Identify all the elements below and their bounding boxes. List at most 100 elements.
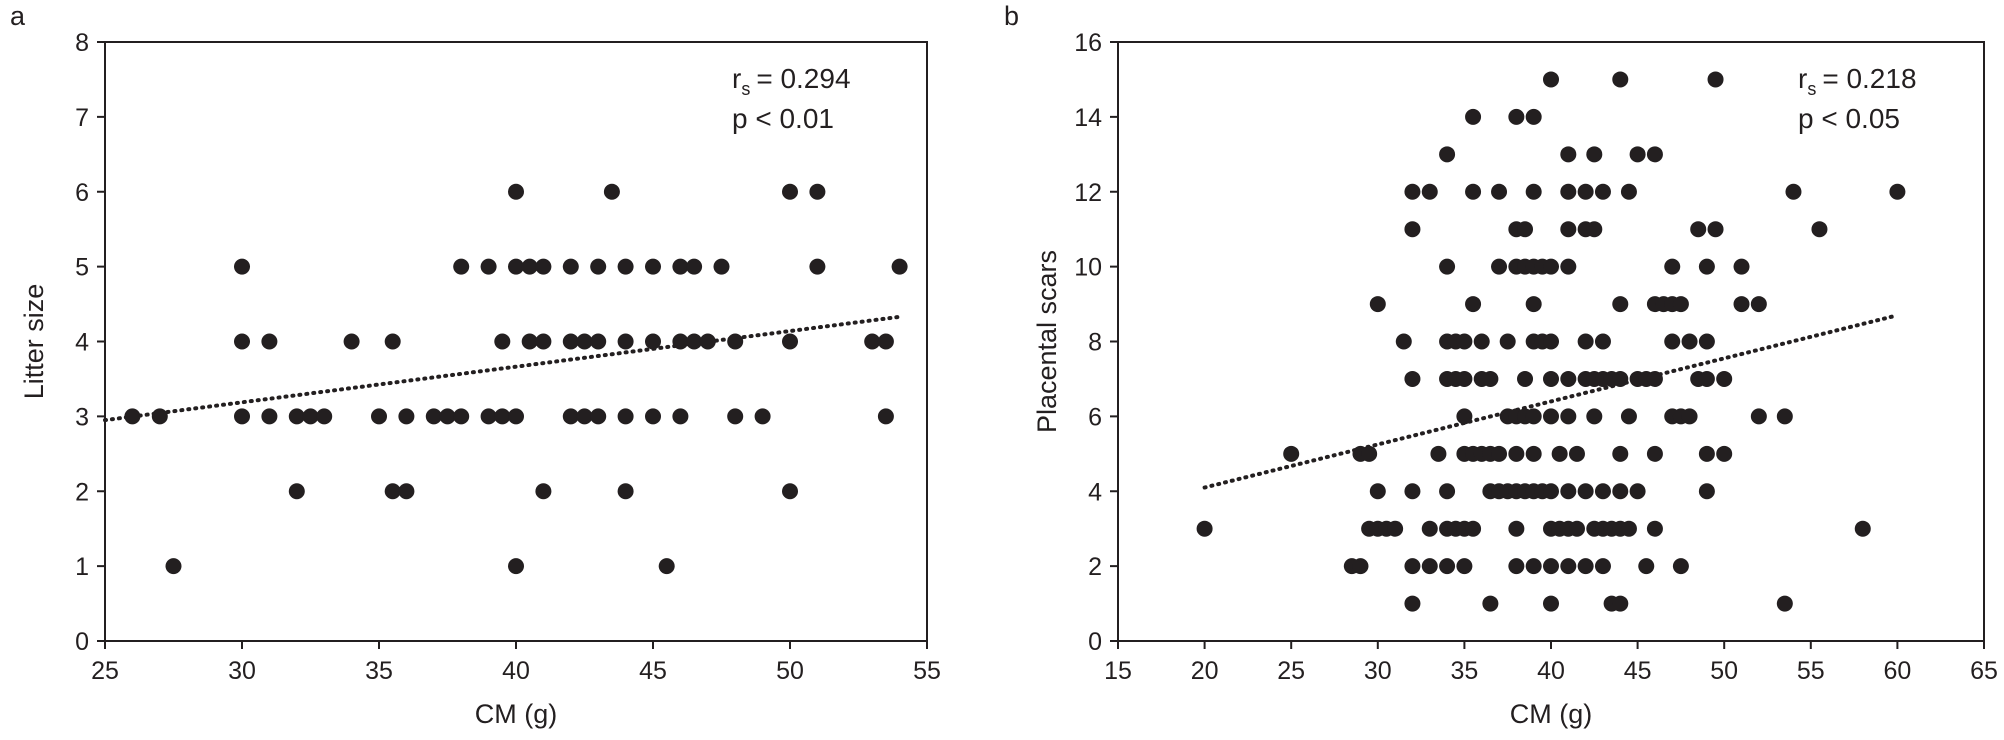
data-point bbox=[316, 408, 333, 425]
data-point bbox=[686, 333, 703, 350]
data-point bbox=[1716, 445, 1733, 462]
data-point bbox=[877, 408, 894, 425]
data-point bbox=[617, 258, 634, 275]
data-point bbox=[1361, 445, 1378, 462]
correlation-label: rs = 0.294 bbox=[732, 63, 851, 99]
x-tick-label: 40 bbox=[502, 657, 530, 685]
data-point bbox=[1672, 296, 1689, 313]
data-point bbox=[1690, 221, 1707, 238]
data-point bbox=[1456, 408, 1473, 425]
data-point bbox=[1646, 370, 1663, 387]
data-point bbox=[1283, 445, 1300, 462]
data-point bbox=[1785, 183, 1802, 200]
y-tick-label: 0 bbox=[75, 628, 89, 656]
data-point bbox=[809, 258, 826, 275]
data-point bbox=[1594, 483, 1611, 500]
data-point bbox=[1664, 333, 1681, 350]
data-point bbox=[1612, 595, 1629, 612]
data-point bbox=[1456, 333, 1473, 350]
data-point bbox=[1525, 408, 1542, 425]
data-point bbox=[494, 333, 511, 350]
data-point bbox=[1733, 258, 1750, 275]
data-point bbox=[1776, 408, 1793, 425]
data-point bbox=[1352, 558, 1369, 575]
data-point bbox=[617, 408, 634, 425]
data-point bbox=[590, 258, 607, 275]
y-axis-label: Litter size bbox=[19, 284, 49, 400]
data-point bbox=[1543, 595, 1559, 612]
data-point bbox=[1646, 445, 1663, 462]
data-point bbox=[343, 333, 360, 350]
y-tick-label: 8 bbox=[75, 29, 89, 57]
data-point bbox=[1716, 370, 1733, 387]
data-point bbox=[1560, 370, 1577, 387]
data-point bbox=[1508, 520, 1525, 537]
data-point bbox=[1577, 558, 1594, 575]
data-point bbox=[645, 408, 661, 425]
data-point bbox=[1698, 370, 1715, 387]
y-tick-label: 0 bbox=[1088, 628, 1102, 656]
data-point bbox=[1439, 146, 1456, 163]
y-tick-label: 8 bbox=[1088, 329, 1102, 357]
data-point bbox=[672, 408, 689, 425]
data-point bbox=[645, 258, 661, 275]
y-tick-label: 10 bbox=[1074, 254, 1102, 282]
x-axis-label: CM (g) bbox=[1510, 699, 1593, 729]
rs-symbol: r bbox=[732, 63, 741, 94]
x-tick-label: 25 bbox=[91, 657, 119, 685]
data-point bbox=[1646, 146, 1663, 163]
data-point bbox=[1525, 183, 1542, 200]
data-point bbox=[562, 258, 579, 275]
y-tick-label: 12 bbox=[1074, 179, 1102, 207]
data-point bbox=[1439, 558, 1456, 575]
rs-value: = 0.294 bbox=[756, 63, 850, 94]
data-point bbox=[1854, 520, 1871, 537]
data-point bbox=[1543, 71, 1559, 88]
data-point bbox=[234, 258, 250, 275]
data-point bbox=[1499, 333, 1516, 350]
data-point bbox=[1776, 595, 1793, 612]
data-point bbox=[1889, 183, 1906, 200]
data-point bbox=[398, 483, 415, 500]
data-point bbox=[439, 408, 456, 425]
data-point bbox=[1543, 483, 1559, 500]
data-point bbox=[562, 333, 579, 350]
data-point bbox=[1525, 558, 1542, 575]
data-point bbox=[1369, 296, 1386, 313]
data-point bbox=[1629, 146, 1646, 163]
y-tick-label: 2 bbox=[1088, 553, 1102, 581]
data-point bbox=[1439, 483, 1456, 500]
data-point bbox=[1620, 408, 1637, 425]
data-point bbox=[508, 258, 524, 275]
data-point bbox=[1387, 520, 1404, 537]
x-tick-label: 60 bbox=[1883, 657, 1911, 685]
data-point bbox=[1586, 146, 1603, 163]
data-point bbox=[398, 408, 415, 425]
data-point bbox=[1646, 520, 1663, 537]
data-point bbox=[782, 483, 798, 500]
data-point bbox=[1196, 520, 1213, 537]
data-point bbox=[1750, 408, 1767, 425]
data-point bbox=[809, 183, 826, 200]
data-point bbox=[1707, 221, 1724, 238]
data-point bbox=[1491, 183, 1508, 200]
data-point bbox=[1638, 558, 1655, 575]
data-point bbox=[288, 408, 305, 425]
p-value-label: p < 0.01 bbox=[732, 103, 834, 134]
data-point bbox=[1612, 445, 1629, 462]
data-point bbox=[151, 408, 168, 425]
data-point bbox=[1612, 71, 1629, 88]
data-point bbox=[864, 333, 881, 350]
data-point bbox=[1421, 183, 1438, 200]
data-point bbox=[699, 333, 716, 350]
data-point bbox=[1620, 520, 1637, 537]
data-point bbox=[1698, 258, 1715, 275]
trend-line bbox=[1202, 313, 1900, 490]
data-point bbox=[782, 333, 798, 350]
data-point bbox=[1473, 333, 1490, 350]
data-point bbox=[1560, 408, 1577, 425]
data-point bbox=[508, 408, 524, 425]
x-tick-label: 35 bbox=[365, 657, 393, 685]
